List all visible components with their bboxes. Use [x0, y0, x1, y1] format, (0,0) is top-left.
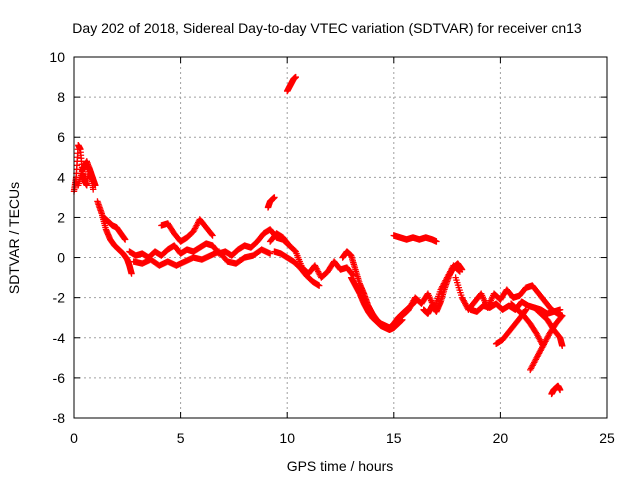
data-point — [315, 282, 323, 289]
y-tick-label: 2 — [57, 209, 65, 225]
y-tick-label: 4 — [57, 169, 65, 185]
series-arc-12 — [339, 248, 419, 331]
data-point — [558, 313, 565, 320]
data-point — [271, 194, 278, 201]
data-point — [458, 266, 466, 273]
data-point — [556, 386, 564, 394]
data-point — [209, 232, 216, 239]
series-arc-13 — [347, 274, 406, 333]
tick-labels: 0 5 10 15 20 25 -8 -6 -4 -2 0 2 4 6 8 10 — [49, 49, 615, 446]
data-point — [292, 73, 299, 81]
series-arc-9 — [284, 73, 299, 95]
x-tick-label: 0 — [70, 430, 78, 446]
y-tick-label: 10 — [49, 49, 65, 65]
y-tick-label: -6 — [53, 370, 66, 386]
x-tick-label: 5 — [177, 430, 185, 446]
data-point — [522, 306, 530, 313]
y-tick-label: -4 — [53, 330, 66, 346]
series-arc-16 — [420, 260, 466, 317]
series-arc-22 — [531, 304, 566, 349]
data-point — [433, 238, 440, 245]
data-point — [128, 270, 135, 277]
x-tick-label: 15 — [386, 430, 402, 446]
x-axis-label: GPS time / hours — [287, 458, 394, 474]
x-tick-label: 20 — [493, 430, 509, 446]
data-point — [559, 342, 566, 349]
y-tick-label: -8 — [53, 410, 66, 426]
data-point — [266, 250, 274, 257]
series-arc-2 — [75, 158, 97, 193]
y-axis-label: SDTVAR / TECUs — [6, 182, 22, 294]
x-tick-label: 25 — [599, 430, 615, 446]
chart-title: Day 202 of 2018, Sidereal Day-to-day VTE… — [72, 20, 582, 36]
y-tick-label: -2 — [53, 290, 66, 306]
series-arc-8 — [264, 194, 278, 211]
series-arc-23 — [548, 382, 564, 398]
series-arc-3 — [94, 198, 135, 277]
series-arc-11 — [271, 248, 323, 289]
axis-ticks — [73, 56, 608, 419]
series-arc-4 — [100, 214, 129, 243]
series-arc-7 — [158, 216, 216, 245]
grid-lines — [74, 57, 607, 418]
data-point — [208, 231, 215, 238]
data-point — [559, 312, 566, 319]
data-point — [121, 236, 129, 243]
y-tick-label: 6 — [57, 129, 65, 145]
plot-frame — [73, 56, 608, 419]
y-tick-label: 0 — [57, 250, 65, 266]
data-points — [70, 73, 566, 398]
data-point — [89, 186, 97, 193]
series-arc-14 — [390, 232, 440, 245]
series-arc-6 — [130, 246, 274, 269]
y-tick-label: 8 — [57, 89, 65, 105]
data-point — [556, 306, 564, 313]
x-tick-label: 10 — [279, 430, 295, 446]
